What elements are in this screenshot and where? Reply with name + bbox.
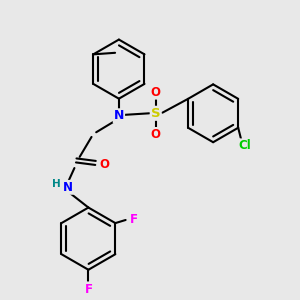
Text: Cl: Cl <box>238 139 251 152</box>
Text: S: S <box>151 107 160 120</box>
Text: O: O <box>151 85 160 99</box>
Text: O: O <box>99 158 109 171</box>
Text: O: O <box>151 128 160 141</box>
Text: N: N <box>63 181 73 194</box>
Text: F: F <box>130 213 138 226</box>
Text: H: H <box>52 178 61 189</box>
Text: F: F <box>84 283 92 296</box>
Text: N: N <box>114 109 124 122</box>
